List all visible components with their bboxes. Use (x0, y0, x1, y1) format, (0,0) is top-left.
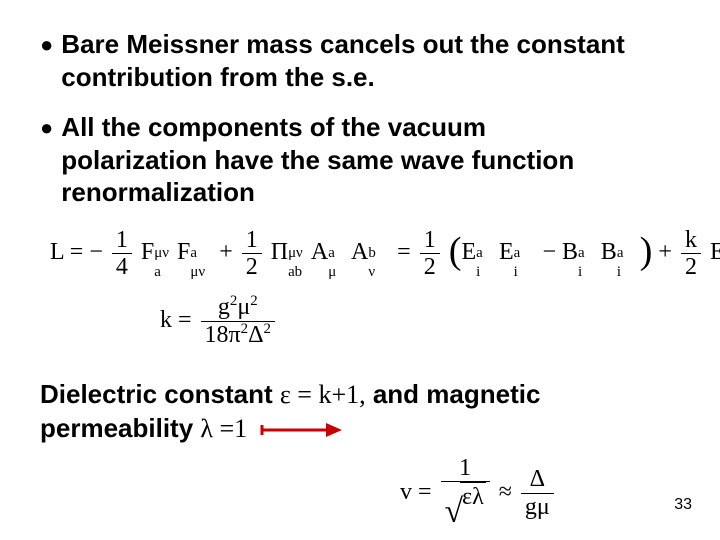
para-part2: and magnetic (366, 379, 541, 409)
bullet-1-line2: contribution from the s.e. (61, 62, 374, 92)
bullet-dot-icon: ● (40, 34, 53, 56)
bullet-2-line1: All the components of the vacuum (61, 112, 486, 142)
para-part3: permeability (40, 413, 200, 443)
eps-expr: ε = k+1, (280, 380, 366, 409)
k-expr: k = g2μ2 18π2Δ2 (160, 307, 278, 333)
page-number: 33 (674, 496, 692, 514)
equation-v: v = 1 √ελ ≈ Δ gμ (400, 455, 557, 532)
bullet-1: ● Bare Meissner mass cancels out the con… (40, 28, 680, 93)
equation-lagrangian: L = − 14 FμνaFaμν + 12 ΠμνabAaμAbν = 12 … (50, 227, 680, 281)
slide: ● Bare Meissner mass cancels out the con… (0, 0, 720, 540)
dielectric-paragraph: Dielectric constant ε = k+1, and magneti… (40, 378, 680, 445)
lag-lhs: L (50, 239, 64, 265)
bullet-1-text: Bare Meissner mass cancels out the const… (61, 28, 625, 93)
equation-k: k = g2μ2 18π2Δ2 (160, 294, 680, 348)
bullet-2: ● All the components of the vacuum polar… (40, 111, 680, 209)
para-part1: Dielectric constant (40, 379, 280, 409)
lambda-expr: λ =1 (200, 414, 247, 443)
bullet-2-line2: polarization have the same wave function (61, 145, 574, 175)
bullet-2-text: All the components of the vacuum polariz… (61, 111, 574, 209)
bullet-dot-icon: ● (40, 117, 53, 139)
lagrangian-expr: L = − 14 FμνaFaμν + 12 ΠμνabAaμAbν = 12 … (50, 239, 720, 265)
bullet-2-line3: renormalization (61, 177, 255, 207)
bullet-1-line1: Bare Meissner mass cancels out the const… (61, 29, 625, 59)
arrow-icon (258, 419, 342, 441)
